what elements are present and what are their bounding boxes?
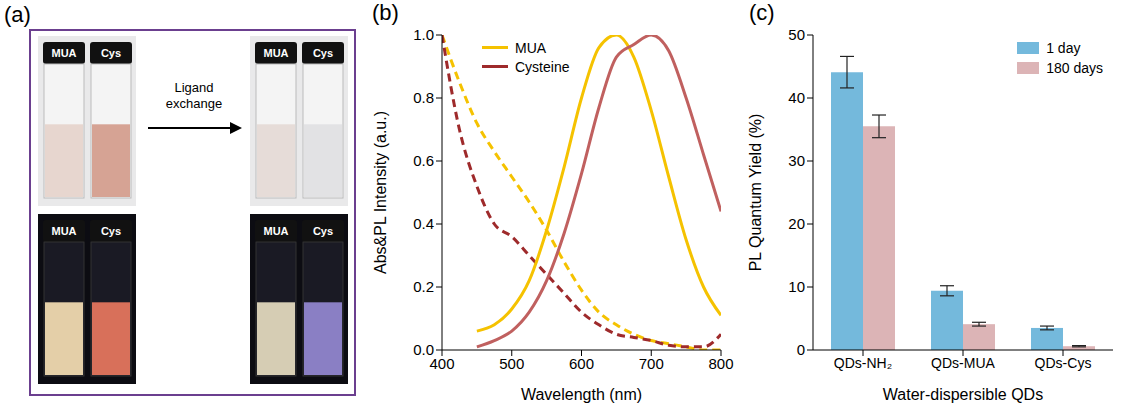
svg-text:Water-dispersible QDs: Water-dispersible QDs (883, 386, 1043, 403)
svg-text:QDs-Cys: QDs-Cys (1035, 355, 1092, 371)
html-text:MUA: MUA (515, 39, 547, 56)
svg-text:Cys: Cys (101, 225, 121, 237)
svg-text:MUA: MUA (263, 225, 288, 237)
html-text:Cysteine: Cysteine (515, 58, 570, 75)
svg-text:700: 700 (639, 355, 664, 372)
svg-text:0.8: 0.8 (413, 89, 434, 106)
svg-text:0.2: 0.2 (413, 278, 434, 295)
svg-text:500: 500 (499, 355, 524, 372)
svg-text:Abs&PL Intensity (a.u.): Abs&PL Intensity (a.u.) (372, 111, 389, 274)
svg-text:Wavelength (nm): Wavelength (nm) (521, 386, 642, 403)
svg-text:0.0: 0.0 (413, 341, 434, 358)
svg-text:exchange: exchange (166, 96, 222, 111)
svg-text:MUA: MUA (51, 225, 76, 237)
svg-text:40: 40 (788, 89, 805, 106)
html-text:180 days: 180 days (1046, 60, 1103, 76)
svg-text:0.6: 0.6 (413, 152, 434, 169)
svg-text:PL Quantum Yield (%): PL Quantum Yield (%) (747, 114, 764, 272)
svg-text:600: 600 (569, 355, 594, 372)
svg-text:400: 400 (429, 354, 455, 372)
svg-text:Ligand: Ligand (174, 80, 213, 95)
svg-text:0: 0 (797, 341, 805, 358)
svg-text:Cys: Cys (101, 47, 121, 59)
svg-text:30: 30 (788, 152, 805, 169)
html-text:(c): (c) (749, 0, 775, 25)
svg-text:20: 20 (788, 215, 805, 232)
svg-text:Cys: Cys (313, 225, 333, 237)
svg-text:QDs-NH₂: QDs-NH₂ (834, 355, 892, 371)
svg-text:Cys: Cys (313, 47, 333, 59)
html-text:1 day: 1 day (1046, 40, 1081, 56)
svg-text:(a): (a) (4, 2, 31, 27)
svg-text:800: 800 (708, 355, 733, 372)
html-text:(b): (b) (372, 0, 399, 25)
svg-text:QDs-MUA: QDs-MUA (931, 355, 995, 371)
svg-text:50: 50 (788, 26, 805, 43)
svg-text:MUA: MUA (263, 47, 288, 59)
svg-text:MUA: MUA (51, 47, 76, 59)
svg-text:1.0: 1.0 (413, 26, 434, 43)
svg-text:0.4: 0.4 (413, 215, 434, 232)
svg-text:10: 10 (788, 278, 805, 295)
